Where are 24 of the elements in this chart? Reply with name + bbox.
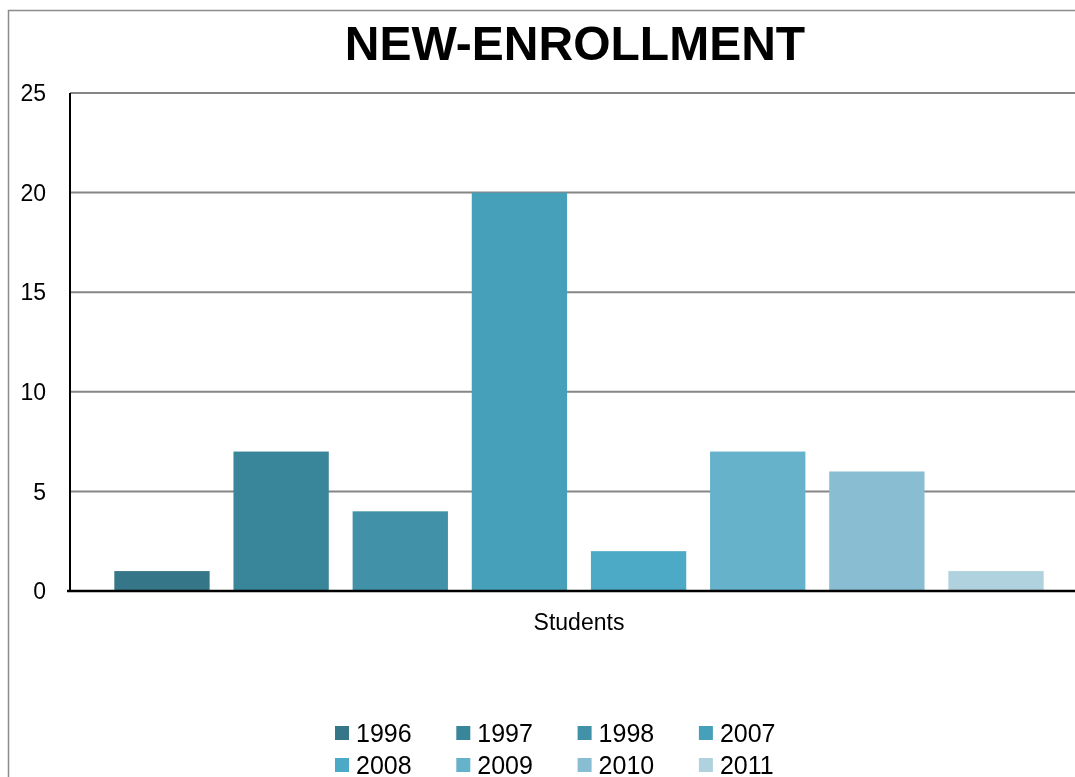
bar	[948, 571, 1044, 591]
y-tick-label: 10	[20, 379, 46, 406]
legend-label: 2007	[719, 719, 776, 747]
legend-label: 1998	[598, 719, 655, 747]
y-tick-label: 20	[20, 179, 46, 206]
legend-label: 1997	[477, 719, 533, 747]
y-tick-label: 25	[20, 80, 46, 107]
bar	[590, 551, 687, 591]
bar	[352, 511, 448, 591]
y-tick-label: 5	[33, 478, 46, 505]
bar	[471, 192, 568, 591]
bar	[114, 571, 210, 591]
bar	[710, 451, 806, 591]
y-tick-label: 0	[33, 578, 46, 605]
y-tick-label: 15	[20, 279, 46, 306]
chart-title: NEW-ENROLLMENT	[344, 17, 806, 70]
legend-label: 2008	[356, 751, 412, 777]
bar	[829, 471, 925, 591]
legend-label: 2009	[477, 751, 533, 777]
legend-label: 2011	[719, 751, 774, 777]
x-tick-label: Students	[533, 609, 625, 636]
legend-label: 2010	[598, 751, 655, 777]
bar	[233, 451, 329, 591]
legend-label: 1996	[356, 719, 412, 747]
